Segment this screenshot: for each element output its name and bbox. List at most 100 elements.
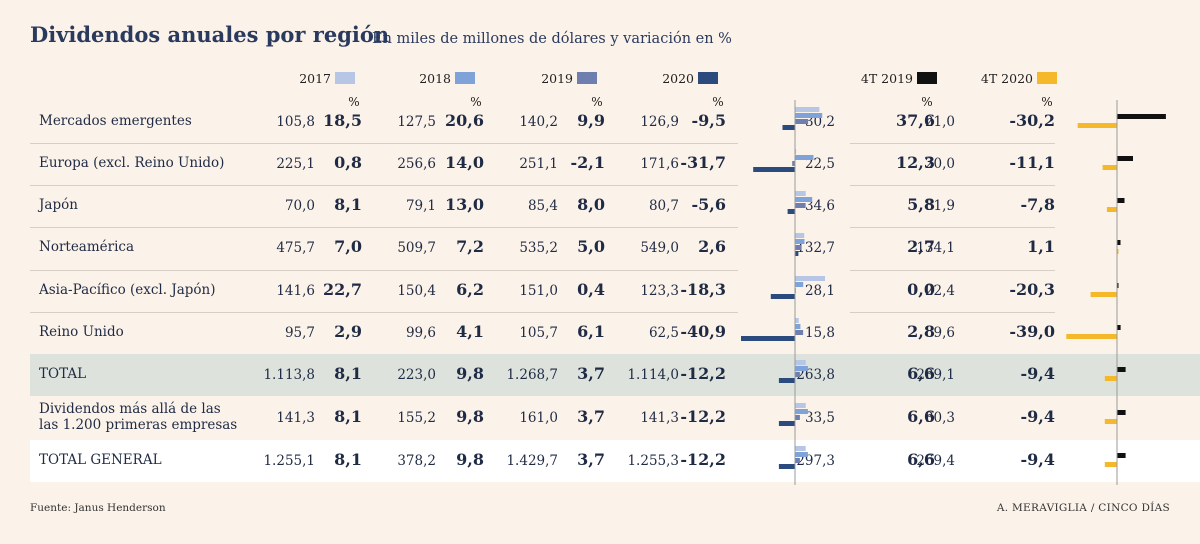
bar-annual-2017 <box>795 360 806 365</box>
value-cell: 15,8 <box>804 325 835 341</box>
bar-annual-2019 <box>795 372 800 377</box>
value-cell: 62,5 <box>648 325 679 341</box>
value-cell: 9,6 <box>933 325 955 341</box>
source-note: Fuente: Janus Henderson <box>30 502 166 514</box>
percent-cell: 2,8 <box>907 322 935 341</box>
bar-quarter-4T-2019 <box>1117 156 1133 161</box>
row-separator <box>850 143 1055 144</box>
row-label: Norteamérica <box>39 239 135 255</box>
bar-quarter-4T-2019 <box>1117 325 1121 330</box>
percent-cell: 4,1 <box>456 322 484 341</box>
value-cell: 95,7 <box>284 325 315 341</box>
bar-annual-2017 <box>795 276 825 281</box>
bar-annual-2020 <box>787 209 795 214</box>
bar-annual-2017 <box>795 107 820 112</box>
value-cell: 251,1 <box>519 156 558 172</box>
row-separator <box>30 312 738 313</box>
value-cell: 132,7 <box>796 240 835 256</box>
bar-quarter-4T-2019 <box>1117 114 1166 119</box>
percent-cell: -9,5 <box>691 111 726 130</box>
value-cell: 1.429,7 <box>506 453 558 469</box>
percent-cell: 14,0 <box>445 153 484 172</box>
credit-note: A. MERAVIGLIA / CINCO DÍAS <box>996 502 1170 514</box>
total-general-row-highlight <box>30 440 1200 482</box>
value-cell: 31,9 <box>924 198 955 214</box>
bar-annual-2020 <box>770 294 795 299</box>
value-cell: 256,6 <box>397 156 436 172</box>
percent-cell: -5,6 <box>691 195 726 214</box>
row-label: Mercados emergentes <box>39 113 192 129</box>
bar-annual-2017 <box>795 318 799 323</box>
bar-quarter-4T-2020 <box>1066 334 1117 339</box>
bar-quarter-4T-2020 <box>1090 292 1117 297</box>
total-row-highlight <box>30 354 1200 396</box>
value-cell: 70,0 <box>284 198 315 214</box>
value-cell: 20,0 <box>924 156 955 172</box>
bar-annual-2017 <box>795 191 806 196</box>
bar-annual-2019 <box>795 203 806 208</box>
percent-cell: -31,7 <box>680 153 726 172</box>
value-cell: 1.114,0 <box>627 367 679 383</box>
value-cell: 549,0 <box>640 240 679 256</box>
value-cell: 141,3 <box>640 410 679 426</box>
row-label: las 1.200 primeras empresas <box>39 417 238 433</box>
row-label: Japón <box>39 197 78 213</box>
bar-annual-2020 <box>778 378 795 383</box>
legend-item-2020: 2020 <box>598 71 718 87</box>
bar-annual-2017 <box>795 403 806 408</box>
value-cell: 80,7 <box>648 198 679 214</box>
value-cell: 378,2 <box>397 453 436 469</box>
percent-cell: 6,6 <box>907 364 935 383</box>
percent-cell: 6,6 <box>907 450 935 469</box>
legend-swatch <box>577 72 597 84</box>
bar-annual-2019 <box>792 161 795 166</box>
value-cell: 105,8 <box>276 114 315 130</box>
value-cell: 28,1 <box>804 283 835 299</box>
value-cell: 140,2 <box>519 114 558 130</box>
bar-annual-2018 <box>795 113 823 118</box>
percent-cell: -11,1 <box>1009 153 1055 172</box>
legend-swatch <box>698 72 718 84</box>
percent-cell: -12,2 <box>680 407 726 426</box>
bar-annual-2019 <box>795 415 800 420</box>
percent-cell: 6,1 <box>577 322 605 341</box>
percent-cell: 9,8 <box>456 407 484 426</box>
percent-cell: 9,8 <box>456 364 484 383</box>
bar-annual-2019 <box>795 245 802 250</box>
value-cell: 225,1 <box>276 156 315 172</box>
bar-annual-2020 <box>782 125 795 130</box>
row-separator <box>850 227 1055 228</box>
percent-cell: 0,4 <box>577 280 605 299</box>
value-cell: 150,4 <box>397 283 436 299</box>
bar-annual-2020 <box>741 336 795 341</box>
bar-annual-2018 <box>795 409 808 414</box>
bar-annual-2018 <box>795 197 813 202</box>
bar-annual-2018 <box>795 239 805 244</box>
legend-item-2019: 2019 <box>477 71 597 87</box>
row-separator <box>850 270 1055 271</box>
legend-label: 2019 <box>541 71 573 86</box>
percent-cell: 2,9 <box>334 322 362 341</box>
value-cell: 223,0 <box>397 367 436 383</box>
percent-cell: -9,4 <box>1020 450 1055 469</box>
bar-annual-2020 <box>778 464 795 469</box>
percent-cell: 5,8 <box>907 195 935 214</box>
percent-cell: -7,8 <box>1020 195 1055 214</box>
percent-header: % <box>921 95 933 109</box>
row-separator <box>30 227 738 228</box>
bar-annual-2020 <box>795 251 799 256</box>
legend-label: 2018 <box>419 71 451 86</box>
percent-cell: -12,2 <box>680 364 726 383</box>
percent-cell: 0,0 <box>907 280 935 299</box>
percent-cell: 8,1 <box>334 364 362 383</box>
bar-annual-2018 <box>795 452 808 457</box>
bar-quarter-4T-2020 <box>1102 165 1117 170</box>
row-label: TOTAL GENERAL <box>39 452 162 468</box>
bar-annual-2018 <box>795 155 814 160</box>
value-cell: 105,7 <box>519 325 558 341</box>
bar-annual-2019 <box>795 119 809 124</box>
value-cell: 127,5 <box>397 114 436 130</box>
percent-header: % <box>348 95 360 109</box>
row-separator <box>30 185 738 186</box>
value-cell: 79,1 <box>405 198 436 214</box>
